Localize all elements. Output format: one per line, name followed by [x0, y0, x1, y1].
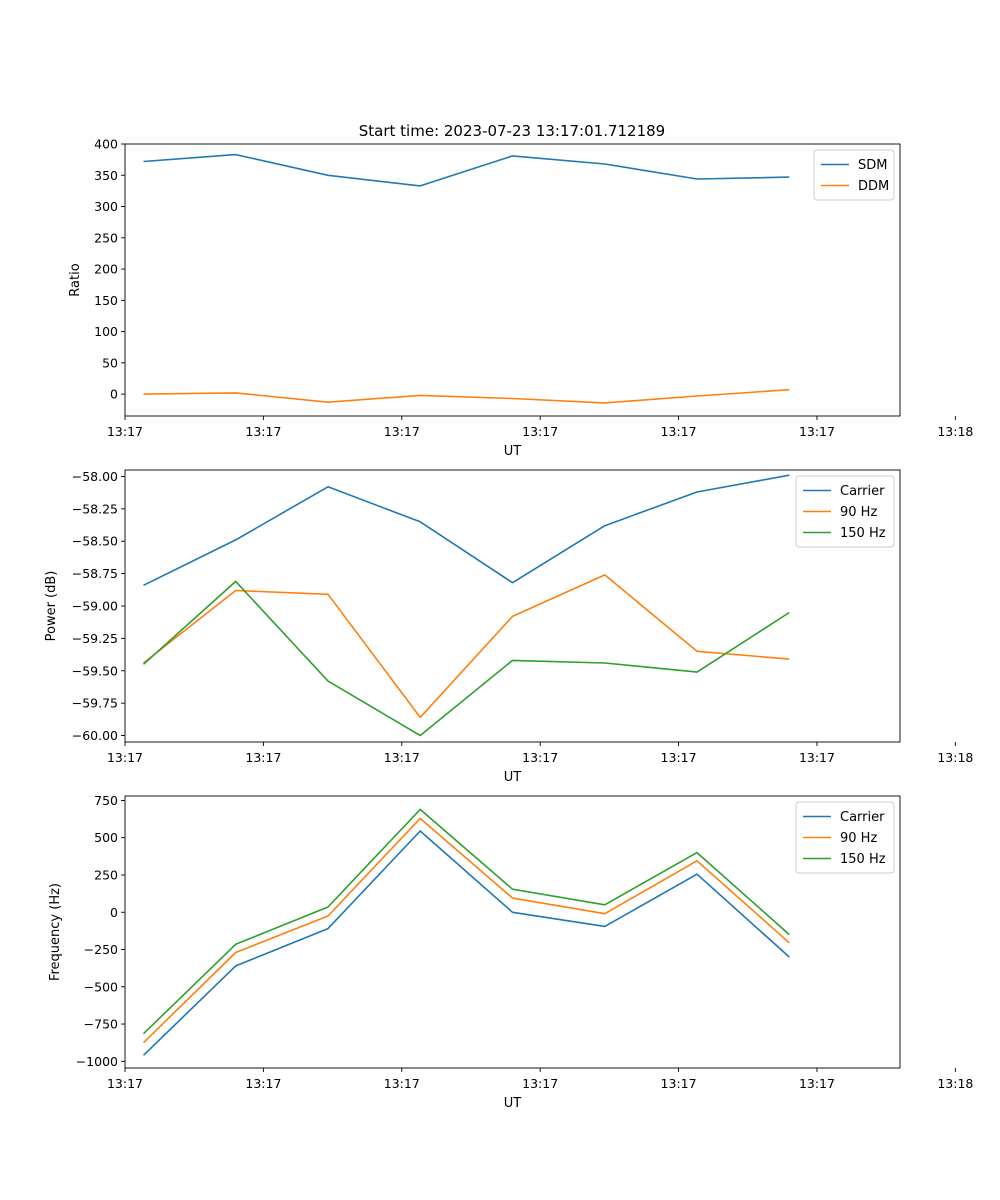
ratio-ytick-label: 200 — [94, 262, 118, 277]
ratio-ytick-label: 100 — [94, 324, 118, 339]
ratio-xtick-label: 13:17 — [661, 424, 697, 439]
frequency-xtick-label: 13:17 — [661, 1076, 697, 1091]
frequency-legend-label: Carrier — [840, 810, 885, 825]
ratio-legend-label: SDM — [858, 158, 887, 173]
power-xtick-label: 13:17 — [107, 750, 143, 765]
power-xtick-label: 13:17 — [522, 750, 558, 765]
ratio-ytick-label: 400 — [94, 137, 118, 152]
frequency-legend-box — [795, 801, 895, 874]
power-ytick-label: −60.00 — [72, 728, 118, 743]
ratio-xtick-label: 13:17 — [245, 424, 281, 439]
frequency-xtick-label: 13:17 — [245, 1076, 281, 1091]
power-legend-label: 150 Hz — [840, 526, 886, 541]
ratio-series-ddm — [143, 388, 790, 404]
frequency-axes-frame — [124, 795, 901, 1069]
power-series-carrier — [143, 474, 790, 587]
ratio-series-sdm — [143, 153, 790, 187]
frequency-series-150-hz — [142, 808, 790, 1035]
ratio-xtick-label: 13:17 — [522, 424, 558, 439]
power-series-150-hz — [142, 580, 790, 737]
ratio-xtick-label: 13:17 — [799, 424, 835, 439]
frequency-xtick-label: 13:18 — [937, 1076, 973, 1091]
power-ytick-label: −59.25 — [72, 631, 118, 646]
frequency-ytick-label: 750 — [94, 793, 118, 808]
figure-title: Start time: 2023-07-23 13:17:01.712189 — [359, 122, 665, 140]
ratio-xtick-label: 13:17 — [107, 424, 143, 439]
ratio-ytick-label: 50 — [102, 355, 118, 370]
frequency-ytick-label: 250 — [94, 867, 118, 882]
ratio-ytick-label: 150 — [94, 293, 118, 308]
frequency-xlabel: UT — [504, 1096, 522, 1111]
frequency-xtick-label: 13:17 — [384, 1076, 420, 1091]
frequency-ytick-label: −1000 — [76, 1054, 118, 1069]
power-ytick-label: −58.00 — [72, 469, 118, 484]
power-ytick-label: −58.50 — [72, 534, 118, 549]
power-xtick-label: 13:18 — [937, 750, 973, 765]
ratio-legend-label: DDM — [858, 179, 889, 194]
frequency-ylabel: Frequency (Hz) — [48, 883, 63, 981]
power-legend-label: Carrier — [840, 484, 885, 499]
power-xtick-label: 13:17 — [384, 750, 420, 765]
frequency-series-90-hz — [142, 817, 790, 1044]
ratio-ytick-label: 0 — [110, 387, 118, 402]
frequency-series-carrier — [142, 830, 790, 1056]
ratio-axes-frame — [124, 143, 901, 417]
ratio-ytick-label: 250 — [94, 230, 118, 245]
frequency-legend-label: 150 Hz — [840, 852, 886, 867]
power-ytick-label: −59.50 — [72, 663, 118, 678]
ratio-ytick-label: 300 — [94, 199, 118, 214]
frequency-legend-label: 90 Hz — [840, 831, 877, 846]
power-ytick-label: −59.75 — [72, 696, 118, 711]
frequency-legend: Carrier 90 Hz 150 Hz — [795, 801, 895, 874]
frequency-ytick-label: −500 — [84, 979, 118, 994]
power-xtick-label: 13:17 — [245, 750, 281, 765]
power-ytick-label: −59.00 — [72, 599, 118, 614]
power-xtick-label: 13:17 — [799, 750, 835, 765]
frequency-xtick-label: 13:17 — [522, 1076, 558, 1091]
ratio-panel: 0 50 100 150 200 250 300 350 400 13:17 13:17 13:17 1… — [68, 137, 973, 460]
frequency-ytick-label: −250 — [84, 942, 118, 957]
power-legend: Carrier 90 Hz 150 Hz — [795, 475, 895, 548]
power-xlabel: UT — [504, 770, 522, 785]
power-panel: −58.00 −58.25 −58.50 −58.75 −59.00 −59.25 −59.… — [44, 469, 973, 785]
ratio-xtick-label: 13:18 — [937, 424, 973, 439]
frequency-panel: 750 500 250 0 −250 −500 −750 −1000 13:17 13:17 13:… — [48, 793, 973, 1111]
power-series-90-hz — [143, 574, 790, 719]
frequency-ytick-label: 0 — [110, 905, 118, 920]
ratio-legend-box — [813, 149, 895, 201]
ratio-xtick-label: 13:17 — [384, 424, 420, 439]
ratio-ytick-label: 350 — [94, 168, 118, 183]
frequency-ytick-label: −750 — [84, 1017, 118, 1032]
power-ylabel: Power (dB) — [44, 571, 59, 642]
frequency-xtick-label: 13:17 — [799, 1076, 835, 1091]
power-ytick-label: −58.25 — [72, 501, 118, 516]
power-legend-label: 90 Hz — [840, 505, 877, 520]
power-xtick-label: 13:17 — [661, 750, 697, 765]
ratio-xlabel: UT — [504, 444, 522, 459]
power-legend-box — [795, 475, 895, 548]
ratio-ylabel: Ratio — [68, 263, 83, 296]
frequency-ytick-label: 500 — [94, 830, 118, 845]
ratio-legend: SDM DDM — [813, 149, 895, 201]
power-axes-frame — [124, 469, 901, 743]
power-ytick-label: −58.75 — [72, 566, 118, 581]
frequency-xtick-label: 13:17 — [107, 1076, 143, 1091]
